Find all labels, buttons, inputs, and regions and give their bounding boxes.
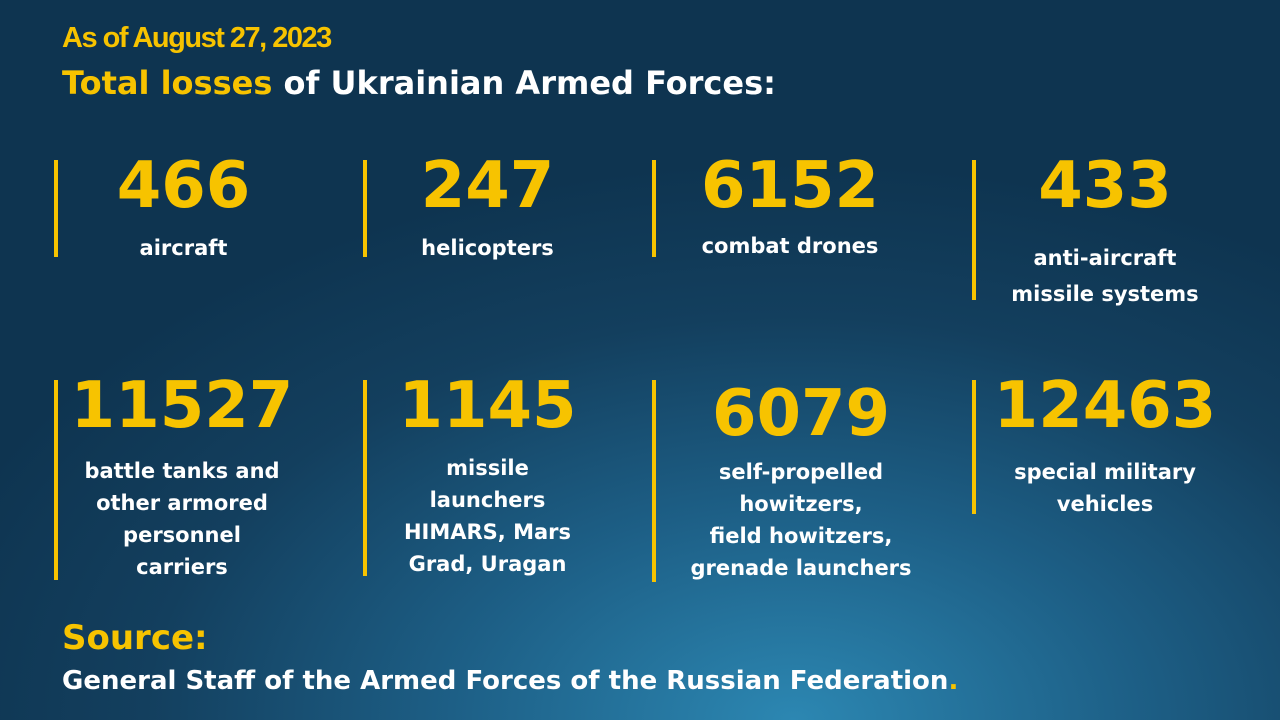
stat-value: 11527 [70, 369, 294, 443]
stat-label: self-propelled howitzers, field howitzer… [690, 460, 912, 580]
stat-value: 466 [116, 149, 251, 223]
source-label: Source: [62, 618, 208, 658]
stat-anti-aircraft-systems: 433 anti-aircraft missile systems [972, 154, 1234, 306]
stat-label: battle tanks and other armored personnel… [84, 459, 280, 579]
source-period: . [948, 666, 959, 696]
source-name: General Staff of the Armed Forces of the… [62, 666, 949, 696]
stat-label: combat drones [701, 234, 879, 258]
stat-value: 433 [1038, 149, 1172, 223]
stat-combat-drones: 6152 combat drones [652, 154, 924, 258]
page-title: Total losses of Ukrainian Armed Forces: [62, 64, 776, 102]
stat-label: special military vehicles [1014, 460, 1196, 516]
stat-value: 247 [420, 149, 555, 223]
report-date: As of August 27, 2023 [62, 22, 332, 54]
stat-label: helicopters [421, 236, 554, 260]
stat-label: anti-aircraft missile systems [1011, 246, 1199, 306]
title-rest: of Ukrainian Armed Forces: [272, 64, 776, 102]
stat-missile-launchers: 1145 missile launchers HIMARS, Mars Grad… [363, 374, 608, 576]
stat-special-vehicles: 12463 special military vehicles [972, 374, 1234, 516]
stat-label: aircraft [139, 236, 228, 260]
stat-howitzers: 6079 self-propelled howitzers, field how… [652, 380, 946, 582]
stat-value: 12463 [993, 369, 1217, 443]
title-accent: Total losses [62, 64, 273, 102]
stat-value: 6152 [700, 149, 880, 223]
stat-aircraft: 466 aircraft [54, 154, 309, 260]
stat-value: 6079 [711, 377, 891, 451]
stat-label: missile launchers HIMARS, Mars Grad, Ura… [403, 456, 572, 576]
stat-helicopters: 247 helicopters [363, 154, 608, 260]
source-text: General Staff of the Armed Forces of the… [62, 666, 958, 696]
stat-battle-tanks: 11527 battle tanks and other armored per… [54, 374, 306, 580]
stat-value: 1145 [398, 369, 577, 443]
